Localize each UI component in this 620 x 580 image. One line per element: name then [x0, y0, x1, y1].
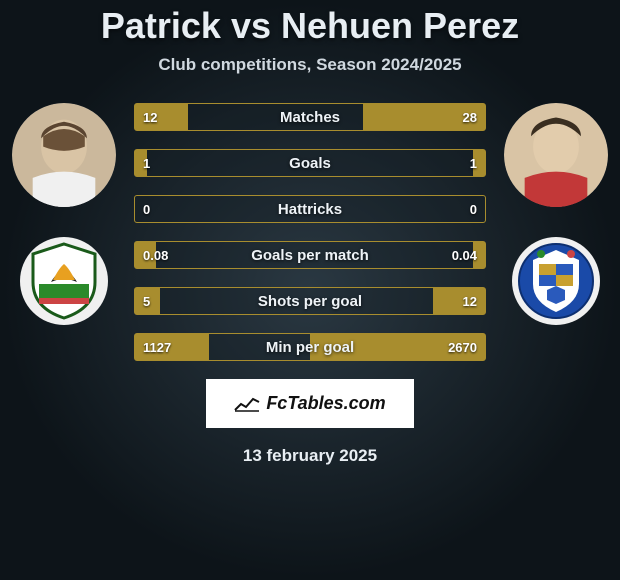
comparison-content: 12 Matches 28 1 Goals 1 0 Hattricks 0 — [0, 95, 620, 361]
stat-label: Hattricks — [278, 201, 342, 218]
stat-value-right: 28 — [463, 110, 477, 125]
date-text: 13 february 2025 — [243, 446, 377, 466]
title-vs: vs — [231, 5, 271, 46]
player-b-avatar — [504, 103, 608, 207]
stat-row: 1127 Min per goal 2670 — [134, 333, 486, 361]
shield-icon — [517, 242, 595, 320]
brand-text: FcTables.com — [266, 393, 385, 414]
stat-label: Goals per match — [251, 247, 369, 264]
stat-value-right: 12 — [463, 294, 477, 309]
stat-label: Min per goal — [266, 339, 354, 356]
stat-label: Shots per goal — [258, 293, 362, 310]
stat-value-right: 0.04 — [452, 248, 477, 263]
stat-row: 0 Hattricks 0 — [134, 195, 486, 223]
bar-fill-right — [433, 288, 486, 314]
stat-label: Goals — [289, 155, 331, 172]
club-b-crest — [512, 237, 600, 325]
stat-row: 1 Goals 1 — [134, 149, 486, 177]
player-a-name: Patrick — [101, 5, 221, 46]
person-icon — [12, 103, 116, 207]
stat-row: 12 Matches 28 — [134, 103, 486, 131]
right-side — [500, 95, 612, 325]
left-side — [8, 95, 120, 325]
person-icon — [504, 103, 608, 207]
brand-badge: FcTables.com — [206, 379, 413, 428]
stat-value-left: 0.08 — [143, 248, 168, 263]
stat-value-right: 2670 — [448, 340, 477, 355]
stat-value-left: 5 — [143, 294, 150, 309]
chart-icon — [234, 396, 260, 412]
stat-row: 0.08 Goals per match 0.04 — [134, 241, 486, 269]
stat-value-right: 0 — [470, 202, 477, 217]
stat-value-right: 1 — [470, 156, 477, 171]
stat-bars: 12 Matches 28 1 Goals 1 0 Hattricks 0 — [120, 95, 500, 361]
stat-value-left: 1127 — [143, 340, 171, 355]
stat-label: Matches — [280, 109, 340, 126]
player-a-avatar — [12, 103, 116, 207]
stat-value-left: 0 — [143, 202, 150, 217]
stat-value-left: 12 — [143, 110, 157, 125]
stat-row: 5 Shots per goal 12 — [134, 287, 486, 315]
subtitle: Club competitions, Season 2024/2025 — [158, 55, 461, 75]
club-a-crest — [20, 237, 108, 325]
player-b-name: Nehuen Perez — [281, 5, 519, 46]
shield-icon — [29, 242, 99, 320]
stat-value-left: 1 — [143, 156, 150, 171]
page-title: Patrick vs Nehuen Perez — [101, 5, 519, 47]
